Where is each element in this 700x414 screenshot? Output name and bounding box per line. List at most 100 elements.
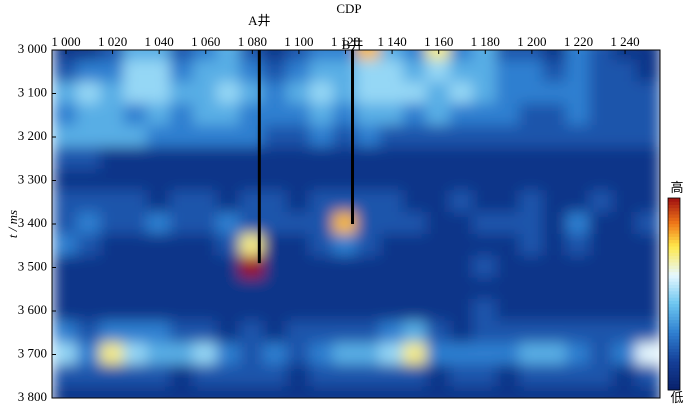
colorbar-swatch: [668, 374, 680, 378]
heat-cell: [635, 146, 660, 171]
heat-cell: [332, 277, 359, 302]
heat-cell: [356, 233, 382, 258]
heat-cell: [612, 103, 638, 128]
heat-cell: [519, 168, 545, 193]
heat-cell: [426, 299, 452, 323]
heat-cell: [402, 212, 429, 236]
heat-cell: [76, 103, 102, 128]
heat-cell: [146, 386, 172, 398]
heat-cell: [332, 212, 359, 236]
heat-cell: [332, 364, 359, 389]
colorbar-swatch: [668, 252, 680, 257]
colorbar-swatch: [668, 319, 680, 324]
heat-cell: [635, 103, 660, 128]
heat-cell: [635, 59, 660, 84]
heat-cell: [542, 320, 568, 345]
heat-cell: [519, 103, 545, 128]
heat-cell: [286, 364, 312, 389]
heat-cell: [449, 212, 475, 236]
heat-cell: [239, 125, 265, 149]
heat-cell: [53, 59, 79, 84]
heat-cell: [123, 299, 149, 323]
colorbar-swatch: [668, 383, 680, 388]
heat-cell: [472, 103, 498, 128]
heat-cell: [402, 50, 429, 62]
heat-cell: [542, 277, 568, 302]
heat-cell: [612, 125, 638, 149]
heat-cell: [53, 277, 79, 302]
heat-cell: [146, 59, 172, 84]
colorbar-swatch: [668, 268, 680, 273]
heat-cell: [286, 212, 312, 236]
colorbar-swatch: [668, 230, 680, 234]
colorbar-swatch: [668, 217, 680, 221]
heat-cell: [309, 255, 335, 280]
heat-cell: [612, 146, 638, 171]
heat-cell: [495, 103, 522, 128]
heat-cell: [239, 190, 265, 215]
heat-cell: [53, 190, 79, 215]
heat-cell: [169, 190, 196, 215]
heat-cell: [262, 320, 289, 345]
heat-cell: [76, 190, 102, 215]
colorbar-swatch: [668, 361, 680, 365]
heat-cell: [193, 342, 219, 367]
heat-cell: [262, 299, 289, 323]
heat-cell: [53, 299, 79, 323]
heat-cell: [169, 386, 196, 398]
heat-cell: [495, 342, 522, 367]
heat-cell: [309, 103, 335, 128]
heat-cell: [402, 364, 429, 389]
heat-cell: [309, 320, 335, 345]
heat-cell: [286, 320, 312, 345]
heat-cell: [332, 233, 359, 258]
colorbar-swatch: [668, 332, 680, 337]
heat-cell: [519, 299, 545, 323]
heat-cell: [146, 364, 172, 389]
heat-cell: [402, 146, 429, 171]
colorbar-swatch: [668, 274, 680, 279]
colorbar-swatch: [668, 198, 680, 202]
heat-cell: [99, 386, 126, 398]
heat-cell: [542, 342, 568, 367]
heat-cell: [193, 364, 219, 389]
heat-cell: [169, 320, 196, 345]
colorbar-swatch: [668, 236, 680, 241]
heat-cell: [356, 277, 382, 302]
heat-cell: [286, 342, 312, 367]
heat-cell: [495, 212, 522, 236]
heat-cell: [99, 103, 126, 128]
heat-cell: [76, 233, 102, 258]
colorbar-swatch: [668, 351, 680, 356]
colorbar-swatch: [668, 210, 680, 215]
heat-cell: [519, 146, 545, 171]
colorbar-swatch: [668, 386, 680, 391]
heat-cell: [123, 103, 149, 128]
heat-cell: [612, 299, 638, 323]
heat-cell: [99, 364, 126, 389]
heat-cell: [239, 255, 265, 280]
heat-cell: [519, 320, 545, 345]
heat-cell: [286, 277, 312, 302]
heat-cell: [216, 233, 242, 258]
heat-cell: [635, 364, 660, 389]
colorbar-swatch: [668, 246, 680, 250]
heat-cell: [216, 212, 242, 236]
heat-cell: [472, 320, 498, 345]
heat-cell: [449, 59, 475, 84]
heat-cell: [239, 320, 265, 345]
heat-cell: [53, 386, 79, 398]
heat-cell: [286, 59, 312, 84]
heat-cell: [426, 277, 452, 302]
heat-cell: [286, 146, 312, 171]
colorbar-swatch: [668, 354, 680, 359]
heat-cell: [146, 299, 172, 323]
colorbar-swatch: [668, 249, 680, 253]
heat-cell: [565, 299, 592, 323]
heat-cell: [542, 146, 568, 171]
heat-cell: [472, 233, 498, 258]
heat-cell: [379, 146, 405, 171]
heat-cell: [635, 342, 660, 367]
heat-cell: [635, 50, 660, 62]
heat-cell: [612, 277, 638, 302]
